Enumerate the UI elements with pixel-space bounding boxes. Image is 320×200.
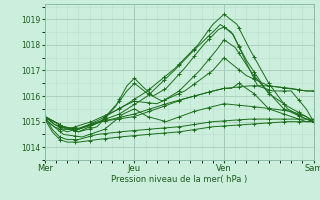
X-axis label: Pression niveau de la mer( hPa ): Pression niveau de la mer( hPa ) — [111, 175, 247, 184]
